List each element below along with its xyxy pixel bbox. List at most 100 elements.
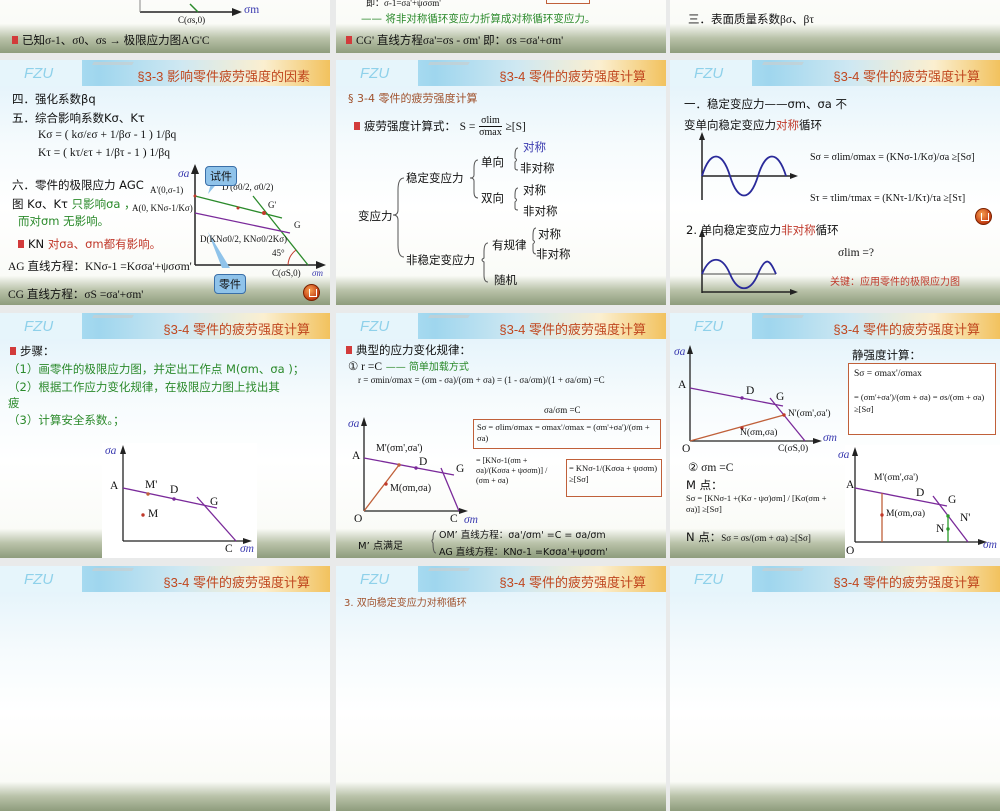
case-1-label: ① r =C <box>348 361 383 373</box>
tree-steady: 稳定变应力 <box>406 171 464 185</box>
slide-thumbnail-10[interactable]: FZU §3-4 零件的疲劳强度计算 <box>0 566 330 811</box>
tree-regular: 有规律 <box>492 238 527 252</box>
plane-graphic <box>418 568 470 588</box>
fzu-logo: FZU <box>670 60 752 86</box>
slide-title: §3-4 零件的疲劳强度计算 <box>163 575 310 590</box>
point-m-label: M(σm,σa) <box>390 483 432 494</box>
point-a-label: A(0, KNσ-1/Kσ) <box>132 203 193 213</box>
r-result: σa/σm =C <box>544 405 581 415</box>
slide-title: §3-4 零件的疲劳强度计算 <box>499 575 646 590</box>
slide-title: §3-4 零件的疲劳强度计算 <box>499 322 646 337</box>
tree-symmetric: 对称 <box>538 227 561 241</box>
case-1-note: —— 简单加载方式 <box>385 362 469 373</box>
s-sigma-formula: Sσ = σlim/σmax = (KNσ-1/Kσ)/σa ≥[Sσ] <box>810 152 975 163</box>
text-line: 图 Kσ、Kτ <box>12 197 72 211</box>
slide-header: FZU §3-4 零件的疲劳强度计算 <box>336 566 666 592</box>
text-line: 循环 <box>799 118 822 132</box>
cg-line-equation: CG 直线方程：σS =σa'+σm' <box>8 289 144 301</box>
point-d-label: D(KNσ0/2, KNσ0/2Kσ) <box>200 234 288 244</box>
axis-x-label: σm <box>823 432 837 444</box>
subtitle: § 3-4 零件的疲劳强度计算 <box>348 92 478 105</box>
point-g-label: G <box>210 496 219 508</box>
fzu-logo: FZU <box>0 566 82 592</box>
point-a-label: A <box>352 450 361 462</box>
case-2-label: ② σm =C <box>688 462 734 474</box>
text-highlight: 非对称 <box>781 223 816 237</box>
point-c-label: C <box>450 513 458 525</box>
axis-x-label: σm <box>244 4 260 16</box>
axis-y-label: σa <box>674 346 686 358</box>
slide-header: FZU §3-4 零件的疲劳强度计算 <box>0 313 330 339</box>
formula-box <box>566 459 662 497</box>
point-d-label: D <box>746 385 755 397</box>
point-g-label: G <box>456 463 465 475</box>
m-point-formula: Sσ = [KNσ-1 +(Kσ - ψσ)σm] / [Kσ(σm + σa)… <box>686 493 827 514</box>
static-formula-2: = (σm'+σa')/(σm + σa) = σs/(σm + σa) ≥[S… <box>854 392 985 414</box>
classification-braces <box>392 147 537 283</box>
load-path-diagram <box>361 417 468 554</box>
formula-box <box>848 363 996 435</box>
return-action-button[interactable] <box>975 208 992 225</box>
axis-y-label: σa <box>348 418 360 430</box>
point-m-prime-label: M' <box>145 479 158 491</box>
k-tau-formula: Kτ = ( kτ/ετ + 1/βτ - 1 ) 1/βq <box>38 147 170 159</box>
tree-unidirectional: 单向 <box>481 155 504 169</box>
slide-thumbnail-9[interactable]: FZU §3-4 零件的疲劳强度计算 静强度计算： Sσ = σmax'/σmax… <box>670 313 1000 558</box>
text-line: 四．强化系数βq <box>12 92 96 106</box>
sine-wave-charts <box>699 132 798 295</box>
point-g-label: G <box>294 220 301 230</box>
fzu-logo: FZU <box>0 60 82 86</box>
equation-line: 即：σ-1=σa'+ψσσm' <box>366 0 441 8</box>
text-line: 而对σm 无影响。 <box>18 214 110 228</box>
n-point-formula: Sσ = σs/(σm + σa) ≥[Sσ] <box>721 533 811 543</box>
formula-numerator: σlim <box>479 115 502 127</box>
point-a-label: A <box>110 480 119 492</box>
slide-thumbnail-5[interactable]: FZU §3-4 零件的疲劳强度计算 § 3-4 零件的疲劳强度计算 疲劳强度计算… <box>336 60 666 305</box>
point-d-label: D <box>916 487 925 499</box>
limit-stress-diagrams <box>687 345 1000 558</box>
point-a-label: A <box>678 379 687 391</box>
slide-thumbnail-3[interactable]: 三．表面质量系数βσ、βτ <box>670 0 1000 53</box>
text-line: 循环 <box>815 223 839 237</box>
slide-thumbnail-2[interactable]: 即：σ-1=σa'+ψσσm' —— 将非对称循环变应力折算成对称循环变应力。 … <box>336 0 666 53</box>
plane-graphic <box>752 568 804 588</box>
slide-header: FZU §3-4 零件的疲劳强度计算 <box>336 313 666 339</box>
point-c-label: C(σs,0) <box>178 15 206 25</box>
point-g-prime-label: G' <box>268 200 277 210</box>
point-n-prime-label: N'(σm',σa') <box>788 409 831 419</box>
point-g-label: G <box>948 494 957 506</box>
fzu-logo: FZU <box>336 60 418 86</box>
m-point-label: M 点： <box>686 478 723 492</box>
sigma-lim-question: σlim =? <box>838 247 874 259</box>
step-2: （2）根据工作应力变化规律，在极限应力图上找出其 <box>8 380 280 394</box>
slide-thumbnail-7[interactable]: FZU §3-4 零件的疲劳强度计算 步骤： （1）画零件的极限应力图，并定出工作… <box>0 313 330 558</box>
slide-thumbnail-4[interactable]: FZU §3-3 影响零件疲劳强度的因素 四．强化系数βq 五．综合影响系数Kσ、… <box>0 60 330 305</box>
fzu-logo: FZU <box>670 313 752 339</box>
slide-thumbnail-12[interactable]: FZU §3-4 零件的疲劳强度计算 <box>670 566 1000 811</box>
m-prime-condition: M’ 点满足 <box>358 541 403 552</box>
plane-graphic <box>82 568 134 588</box>
slide-thumbnail-6[interactable]: FZU §3-4 零件的疲劳强度计算 一．稳定变应力——σm、σa 不 变单向稳定… <box>670 60 1000 305</box>
text-line: 3. 双向稳定变应力对称循环 <box>344 598 467 609</box>
return-action-button[interactable] <box>303 284 320 301</box>
formula-label: 疲劳强度计算式： <box>364 119 456 133</box>
axis-y-label: σa <box>105 445 117 457</box>
key-note: 关键：应用零件的极限应力图 <box>830 277 960 288</box>
formula-rhs: ≥[S] <box>505 121 526 133</box>
point-c-label: C <box>225 543 233 555</box>
caption: 已知σ-1、σ0、σs → 极限应力图A'G'C <box>22 35 210 47</box>
s-result-formula: = KNσ-1/(Kσσa + ψσσm) ≥[Sσ] <box>569 463 658 484</box>
slide-thumbnail-11[interactable]: FZU §3-4 零件的疲劳强度计算 3. 双向稳定变应力对称循环 <box>336 566 666 811</box>
text-highlight: 只影响σa ， <box>71 197 136 211</box>
point-n-prime-label: N' <box>960 512 971 524</box>
step-3: （3）计算安全系数。； <box>8 413 125 427</box>
tree-asymmetric: 非对称 <box>523 204 558 218</box>
slide-thumbnail-1[interactable]: σm C(σs,0) 已知σ-1、σ0、σs → 极限应力图A'G'C <box>0 0 330 53</box>
slide-title: §3-3 影响零件疲劳强度的因素 <box>137 69 310 84</box>
tree-symmetric: 对称 <box>523 183 546 197</box>
text-line: 六．零件的极限应力 AGC <box>12 178 144 192</box>
slide-thumbnail-8[interactable]: FZU §3-4 零件的疲劳强度计算 典型的应力变化规律： ① r =C —— 简… <box>336 313 666 558</box>
axis-y-label: σa <box>178 168 190 180</box>
point-d-label: D <box>170 484 179 496</box>
slide-title: §3-4 零件的疲劳强度计算 <box>833 69 980 84</box>
